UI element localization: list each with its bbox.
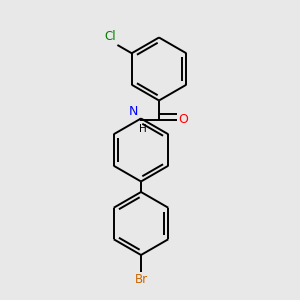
Text: N: N <box>129 105 139 118</box>
Text: Br: Br <box>134 273 148 286</box>
Text: O: O <box>178 113 188 127</box>
Text: H: H <box>139 124 147 134</box>
Text: Cl: Cl <box>104 31 116 44</box>
